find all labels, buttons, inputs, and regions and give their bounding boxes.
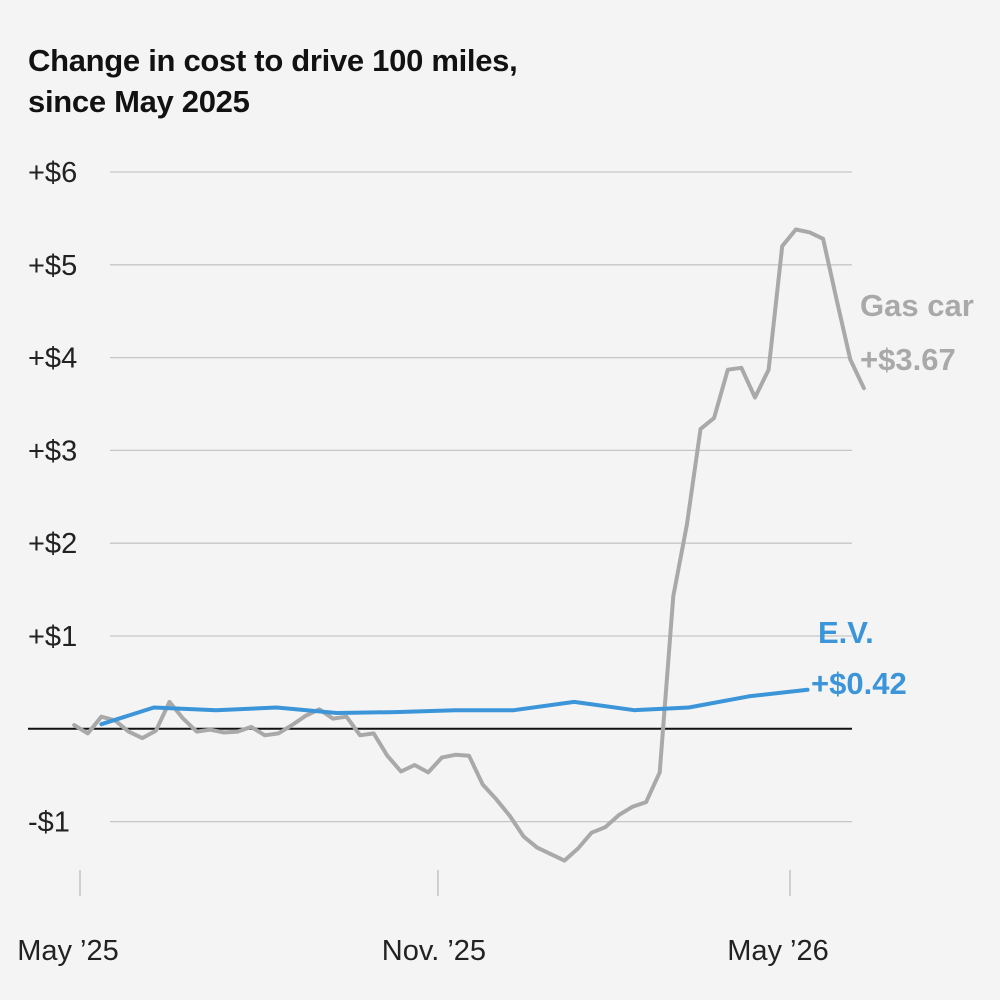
chart-title-line-2: since May 2025 [28, 84, 250, 119]
x-axis: May ’25 Nov. ’25 May ’26 [17, 870, 829, 967]
y-tick-label-4: +$2 [28, 528, 77, 560]
x-tick-label-0: May ’25 [17, 935, 119, 967]
chart-title-line-1: Change in cost to drive 100 miles, [28, 43, 518, 78]
y-tick-label-3: +$3 [28, 435, 77, 467]
y-axis: +$6 +$5 +$4 +$3 +$2 +$1 -$1 [28, 157, 77, 839]
series-labels: Gas car +$3.67 E.V. +$0.42 [811, 288, 974, 701]
chart-title: Change in cost to drive 100 miles, since… [28, 40, 518, 122]
x-tick-label-1: Nov. ’25 [382, 935, 486, 967]
y-tick-label-5: +$1 [28, 621, 77, 653]
x-tick-label-2: May ’26 [727, 935, 829, 967]
series-end-value-gas-car: +$3.67 [860, 342, 956, 377]
series-line-e-v [99, 687, 810, 727]
series-end-value-ev: +$0.42 [811, 666, 907, 701]
series-name-ev: E.V. [818, 615, 874, 650]
series-name-gas-car: Gas car [860, 288, 974, 323]
y-tick-label-0: +$6 [28, 157, 77, 189]
series-line-gas-car [72, 227, 866, 863]
gridlines [28, 171, 852, 823]
y-tick-label-6: -$1 [28, 807, 70, 839]
y-tick-label-2: +$4 [28, 343, 77, 375]
y-tick-label-1: +$5 [28, 250, 77, 282]
series-group [72, 227, 866, 863]
